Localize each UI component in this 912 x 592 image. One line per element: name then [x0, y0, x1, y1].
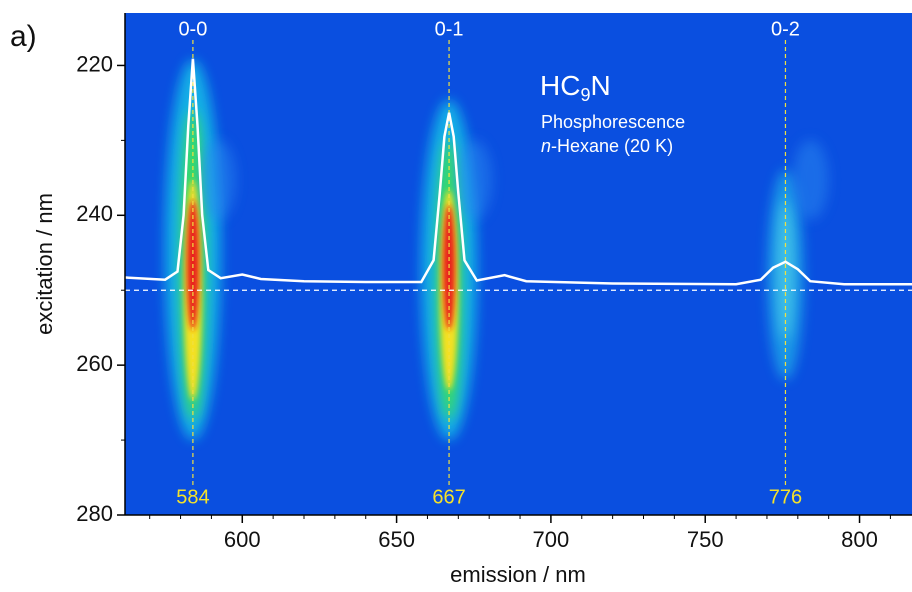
heat-band: [777, 200, 794, 340]
peak-label: 0-0: [178, 18, 207, 40]
heat-glow: [456, 140, 493, 220]
annotation-italic: n: [541, 136, 551, 156]
y-tick-label: 220: [76, 51, 113, 76]
overlay: 0-0 584 0-1 667 0-2 776: [124, 18, 912, 508]
heat-glow: [199, 140, 236, 220]
peak-label: 0-1: [435, 18, 464, 40]
annotation-line: n-Hexane (20 K): [541, 136, 673, 156]
formula-part: N: [590, 70, 610, 101]
peak-position: 667: [432, 486, 465, 508]
x-tick-label: 600: [224, 527, 261, 552]
x-tick-label: 800: [841, 527, 878, 552]
x-tick-label: 700: [533, 527, 570, 552]
heatmap: [164, 60, 829, 440]
peak-position: 776: [769, 486, 802, 508]
x-axis-label: emission / nm: [450, 562, 586, 587]
formula-part: HC: [540, 70, 580, 101]
x-tick-label: 750: [687, 527, 724, 552]
annotation-line: Phosphorescence: [541, 112, 685, 132]
heat-glow: [792, 140, 829, 220]
x-tick-label: 650: [378, 527, 415, 552]
spectrum-line: [124, 58, 912, 286]
annotation-text: -Hexane (20 K): [551, 136, 673, 156]
formula: HC9N: [540, 70, 611, 104]
peak-position: 584: [176, 486, 209, 508]
peak-label: 0-2: [771, 18, 800, 40]
y-axis-label: excitation / nm: [32, 193, 57, 335]
formula-subscript: 9: [580, 85, 590, 105]
panel-label: a): [10, 20, 37, 53]
y-tick-label: 280: [76, 501, 113, 526]
y-tick-label: 260: [76, 351, 113, 376]
y-tick-label: 240: [76, 201, 113, 226]
